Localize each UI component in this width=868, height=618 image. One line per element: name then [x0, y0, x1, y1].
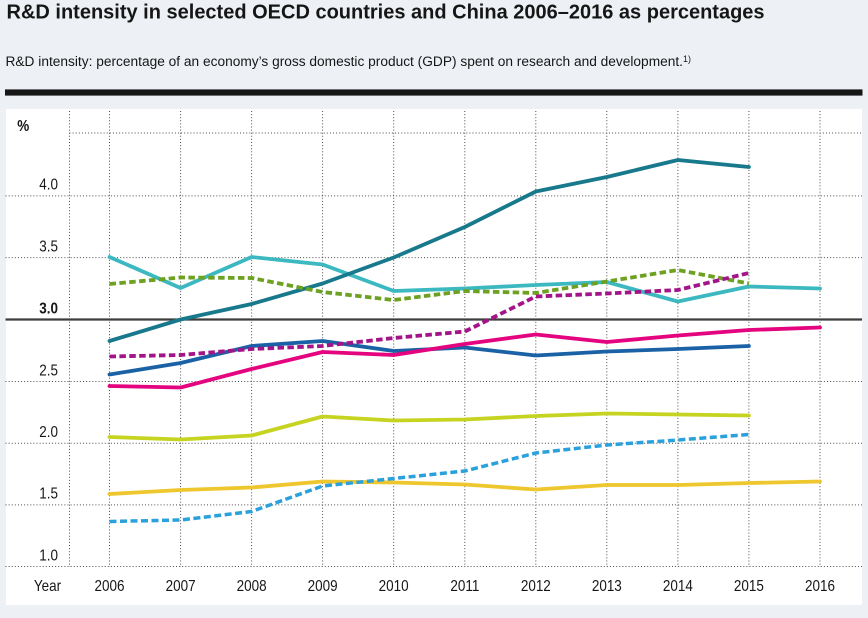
svg-text:Year: Year: [34, 578, 61, 595]
svg-text:2016: 2016: [805, 578, 835, 595]
svg-text:2009: 2009: [308, 578, 338, 595]
svg-text:R&D intensity in selected OECD: R&D intensity in selected OECD countries…: [7, 1, 765, 23]
svg-text:2015: 2015: [734, 578, 764, 595]
svg-text:2013: 2013: [592, 578, 622, 595]
svg-text:2011: 2011: [450, 578, 479, 595]
svg-text:2014: 2014: [663, 578, 693, 595]
svg-text:2.5: 2.5: [39, 362, 58, 379]
svg-text:2.0: 2.0: [39, 424, 58, 441]
svg-text:2007: 2007: [166, 578, 196, 595]
svg-text:2008: 2008: [237, 578, 267, 595]
svg-text:2012: 2012: [521, 578, 551, 595]
svg-text:2010: 2010: [379, 578, 409, 595]
svg-text:%: %: [17, 118, 29, 135]
svg-text:1.0: 1.0: [39, 547, 58, 564]
svg-text:1.5: 1.5: [39, 486, 58, 503]
svg-text:2006: 2006: [95, 578, 125, 595]
svg-text:3.5: 3.5: [39, 239, 58, 256]
svg-text:3.0: 3.0: [39, 300, 58, 317]
svg-text:R&D intensity: percentage of a: R&D intensity: percentage of an economy’…: [6, 54, 691, 69]
svg-text:4.0: 4.0: [39, 177, 58, 194]
